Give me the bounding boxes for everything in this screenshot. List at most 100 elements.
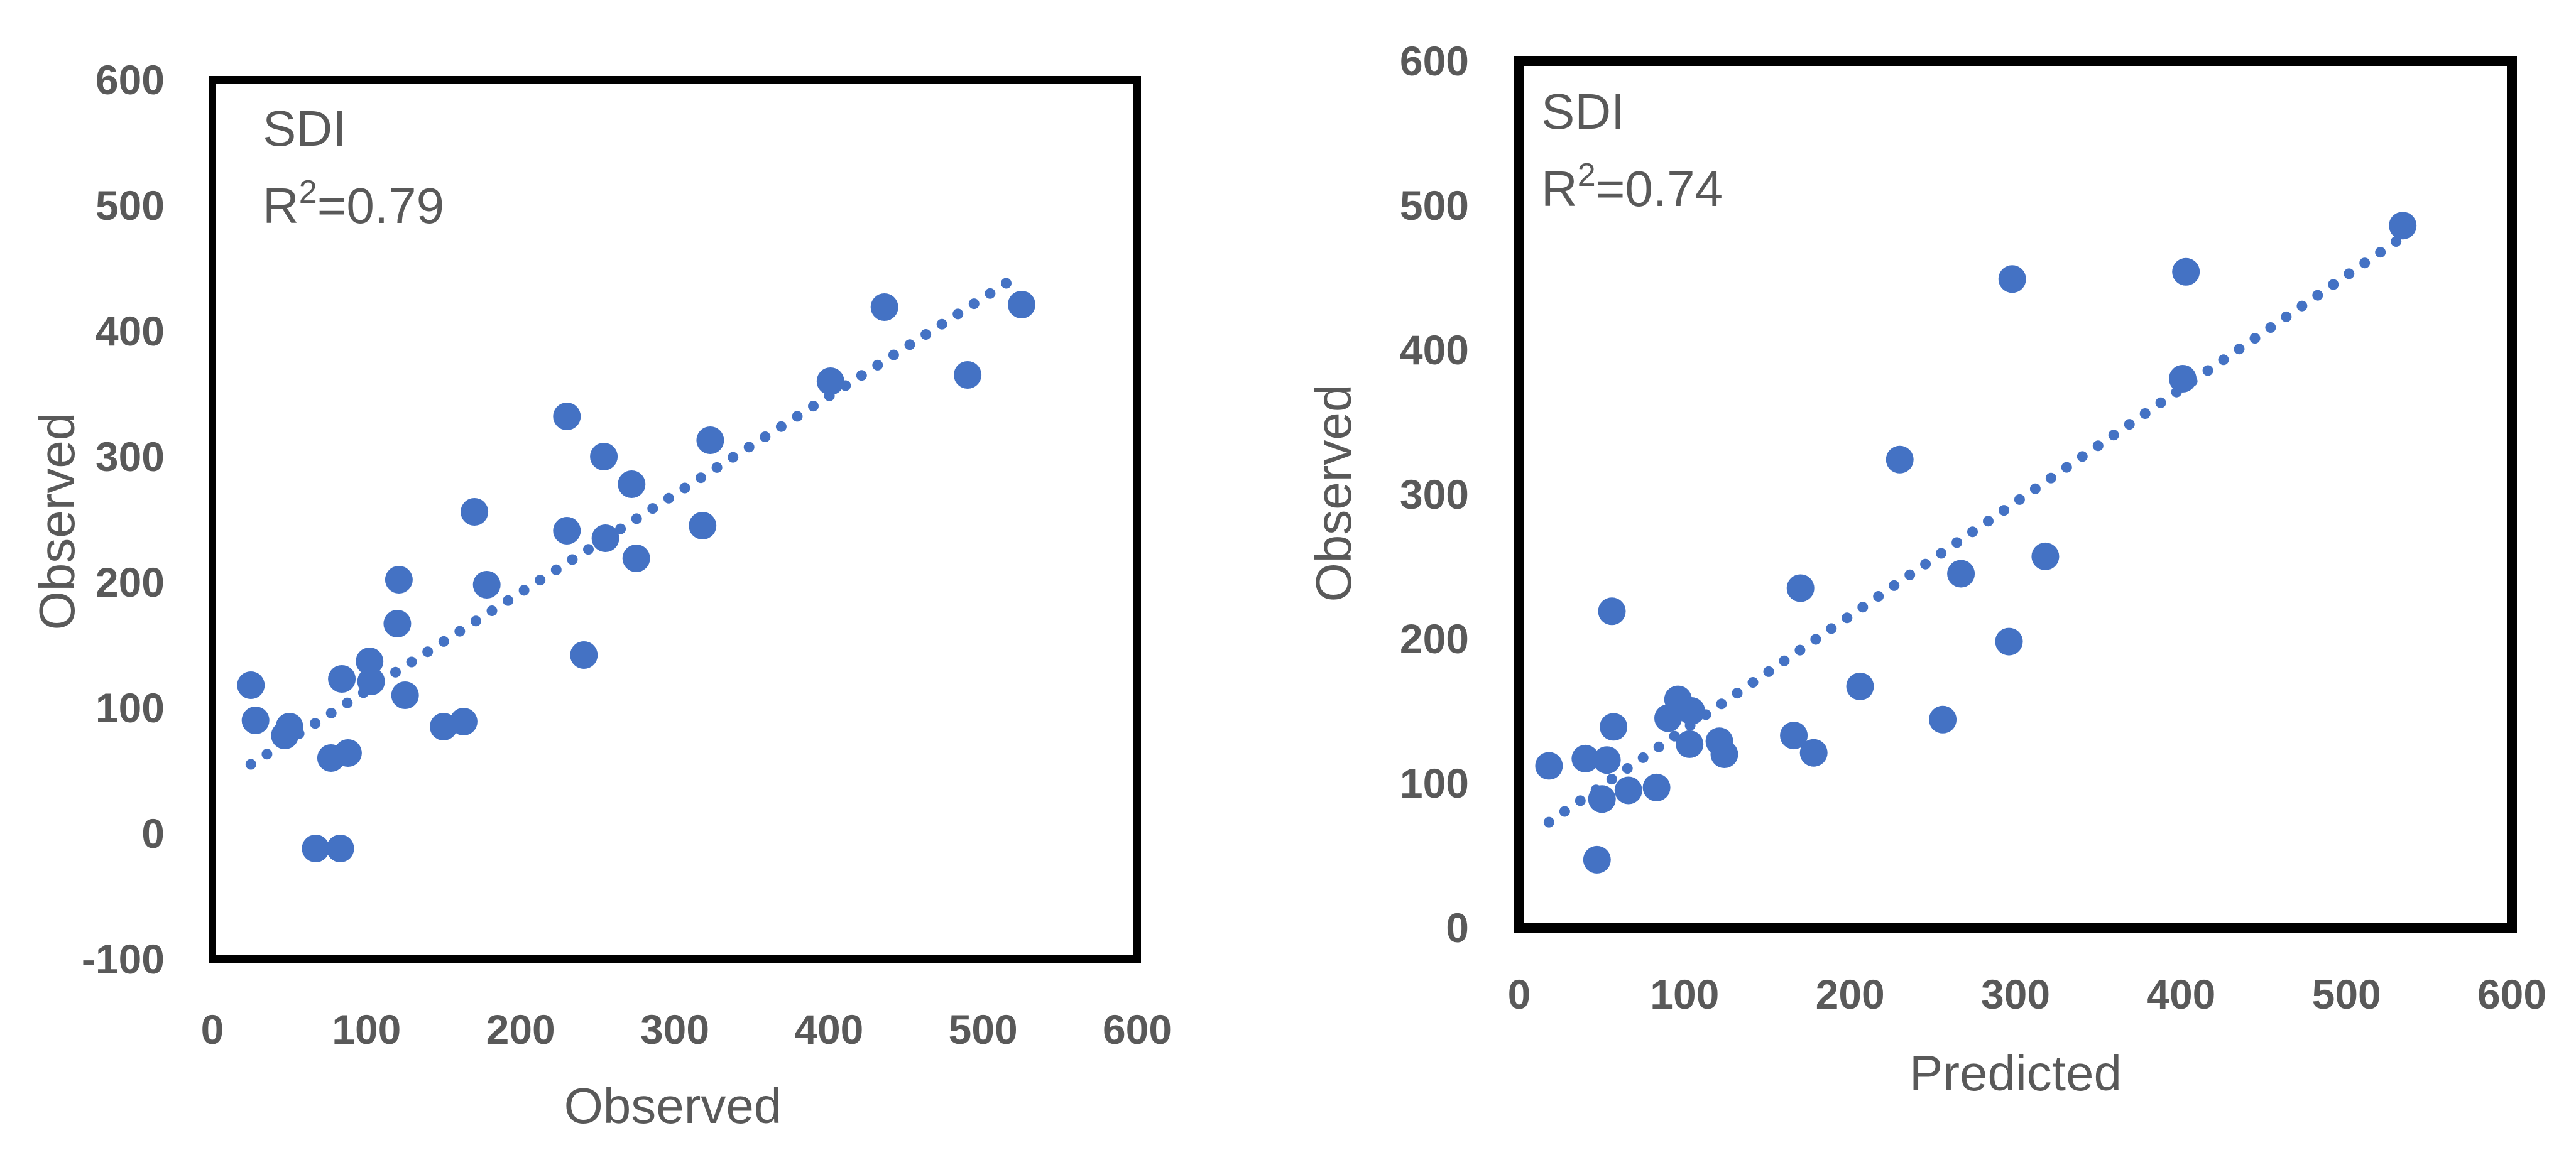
chart-left-trendline-dot: [1001, 278, 1012, 289]
chart-right-point: [1780, 722, 1808, 750]
chart-left-point: [696, 426, 724, 454]
chart-left-trendline-dot: [535, 575, 546, 586]
chart-left-xtick-label: 500: [949, 1006, 1018, 1053]
chart-right-trendline-dot: [2108, 430, 2119, 441]
chart-right-trendline-dot: [2045, 472, 2056, 484]
chart-left-point: [591, 524, 619, 552]
chart-right-xtick-label: 500: [2312, 971, 2381, 1017]
chart-right-trendline-dot: [2029, 483, 2041, 494]
chart-right-point: [1593, 746, 1621, 774]
chart-left-xtick-label: 300: [640, 1006, 709, 1053]
chart-right-ytick-label: 100: [1400, 760, 1469, 806]
chart-right-point: [1571, 744, 1600, 772]
chart-right-trendline-dot: [1810, 634, 1821, 645]
chart-left-trendline-dot: [550, 564, 562, 575]
chart-right-xtick-label: 200: [1816, 971, 1885, 1017]
chart-right-trendline-dot: [2124, 419, 2135, 430]
chart-left-trendline-dot: [615, 523, 626, 534]
chart-left-point: [385, 566, 413, 594]
chart-left-trendline-dot: [583, 544, 594, 555]
chart-right-trendline-dot: [1873, 591, 1884, 602]
chart-right-xtick-label: 300: [1981, 971, 2050, 1017]
chart-left-ytick-label: 100: [96, 685, 165, 731]
chart-right-point: [1676, 730, 1704, 758]
chart-left-trendline-dot: [325, 708, 337, 718]
chart-right-point: [1998, 265, 2026, 293]
chart-left-trendline-dot: [454, 626, 466, 637]
chart-right-title: SDI: [1541, 84, 1625, 139]
chart-left-xtick-label: 400: [794, 1006, 863, 1053]
chart-left-marks: [237, 278, 1035, 862]
chart-right-point: [1995, 627, 2023, 656]
chart-right-trendline-dot: [1747, 677, 1759, 688]
chart-left-trendline-dot: [968, 298, 980, 310]
chart-right-trendline-dot: [1967, 526, 1978, 538]
chart-left-r2: R2=0.79: [263, 174, 444, 234]
chart-left-point: [954, 361, 982, 389]
chart-left-point: [472, 571, 501, 599]
chart-right-trendline-dot: [2139, 408, 2151, 419]
chart-right-point: [2389, 212, 2417, 240]
chart-left-trendline-dot: [647, 503, 658, 514]
chart-left-ytick-label: 300: [96, 433, 165, 480]
chart-left-trendline-dot: [679, 482, 690, 494]
chart-right-trendline-dot: [1889, 580, 1900, 591]
chart-right-r2: R2=0.74: [1541, 157, 1723, 217]
chart-right-marks: [1535, 212, 2417, 874]
chart-right-trendline-dot: [1637, 752, 1649, 763]
chart-right-trendline-dot: [2312, 290, 2323, 301]
chart-right-trendline-dot: [2249, 333, 2261, 344]
chart-left-point: [302, 835, 330, 862]
chart-right-trendline-dot: [1920, 558, 1931, 570]
chart-left-r2-sup: 2: [299, 174, 317, 210]
chart-right-point: [1614, 776, 1642, 805]
chart-left-trendline-dot: [888, 349, 899, 360]
chart-right-point: [1535, 752, 1563, 780]
chart-right-ytick-label: 400: [1400, 327, 1469, 373]
chart-left-trendline-dot: [904, 339, 915, 350]
chart-right-trendline-dot: [1716, 698, 1727, 710]
chart-right-ytick-label: 200: [1400, 615, 1469, 662]
chart-left-trendline-dot: [663, 492, 674, 504]
chart-right-point: [2031, 542, 2060, 570]
chart-left: -100 0 100 200 300 400 500 600 0 100 200 300 400 500 6…: [29, 57, 1172, 1134]
chart-right-xtick-label: 400: [2146, 971, 2215, 1017]
chart-left-trendline-dot: [310, 718, 321, 729]
chart-left-trendline-dot: [856, 370, 867, 381]
chart-left-ytick-label: 0: [141, 810, 165, 857]
chart-right-trendline-dot: [2296, 300, 2308, 312]
chart-right-xtick-label: 600: [2477, 971, 2546, 1017]
chart-right-trendline-dot: [1794, 644, 1806, 656]
chart-right-ticks: 0 100 200 300 400 500 600 0 100 200 300 400 500 600: [1400, 38, 2546, 1017]
chart-left-ylabel: Observed: [29, 413, 85, 631]
chart-right-point: [1598, 597, 1626, 626]
chart-left-trendline-dot: [422, 646, 434, 658]
chart-right-r2-sup: 2: [1578, 157, 1596, 193]
chart-left-trendline-dot: [775, 421, 787, 432]
chart-left-trendline-dot: [503, 595, 514, 606]
chart-right-xlabel: Predicted: [1909, 1045, 2122, 1101]
chart-right-trendline-dot: [1999, 505, 2009, 516]
chart-left-trendline-dot: [920, 329, 932, 340]
chart-right-point: [1710, 740, 1738, 768]
plot-frame-right: [1514, 56, 2517, 933]
chart-right-trendline-dot: [2359, 257, 2371, 269]
chart-right-trendline-dot: [1779, 655, 1790, 666]
chart-left-trendline-dot: [342, 697, 353, 708]
chart-left-point: [356, 648, 384, 675]
chart-left-trendline-dot: [438, 636, 449, 647]
chart-right-trendline-dot: [2281, 311, 2292, 322]
chart-right-trendline-dot: [2155, 397, 2166, 408]
chart-left-point: [334, 739, 362, 767]
chart-right-ytick-label: 300: [1400, 471, 1469, 518]
chart-left-point: [618, 470, 646, 498]
chart-right-trendline-dot: [2344, 268, 2355, 279]
chart-left-xlabel: Observed: [564, 1078, 782, 1134]
chart-right-trendline-dot: [2092, 440, 2104, 452]
chart-right-point: [1929, 705, 1957, 734]
chart-left-ytick-label: 500: [96, 182, 165, 229]
chart-right: 0 100 200 300 400 500 600 0 100 200 300 400 500 600 S…: [1306, 38, 2546, 1101]
chart-left-point: [870, 293, 898, 321]
chart-right-trendline-dot: [1543, 816, 1554, 828]
